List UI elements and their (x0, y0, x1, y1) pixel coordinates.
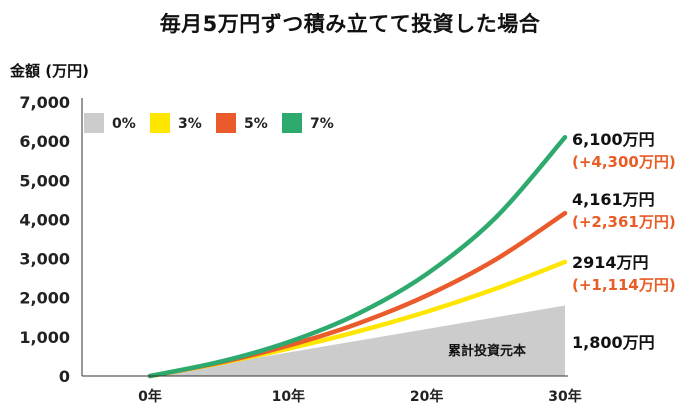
y-tick-label: 1,000 (19, 328, 70, 347)
end-value-label: 6,100万円 (572, 130, 655, 149)
end-gain-label: (+1,114万円) (572, 276, 676, 294)
end-value-label: 1,800万円 (572, 333, 655, 352)
chart-title: 毎月5万円ずつ積み立てて投資した場合 (159, 12, 541, 36)
x-tick-label: 10年 (272, 388, 305, 405)
end-value-label: 4,161万円 (572, 190, 655, 209)
end-value-label: 2914万円 (572, 253, 649, 272)
end-gain-label: (+2,361万円) (572, 213, 676, 231)
x-tick-label: 30年 (548, 388, 581, 405)
legend-label: 3% (178, 116, 202, 132)
area-series-0pct (150, 305, 565, 376)
y-tick-label: 0 (59, 367, 70, 386)
y-axis-label: 金額 (万円) (10, 62, 89, 80)
legend-label: 5% (244, 116, 268, 132)
area-annotation: 累計投資元本 (448, 343, 526, 359)
y-tick-label: 4,000 (19, 210, 70, 229)
legend-swatch (84, 113, 104, 133)
legend-label: 7% (310, 116, 334, 132)
y-tick-label: 7,000 (19, 93, 70, 112)
y-tick-label: 5,000 (19, 171, 70, 190)
y-tick-label: 3,000 (19, 250, 70, 269)
legend-swatch (282, 113, 302, 133)
end-gain-label: (+4,300万円) (572, 153, 676, 171)
legend-swatch (150, 113, 170, 133)
y-tick-label: 6,000 (19, 132, 70, 151)
legend-label: 0% (112, 116, 136, 132)
line-series-7pct (147, 134, 568, 379)
x-tick-label: 0年 (138, 388, 162, 405)
x-tick-label: 20年 (410, 388, 443, 405)
y-tick-label: 2,000 (19, 289, 70, 308)
legend-swatch (216, 113, 236, 133)
